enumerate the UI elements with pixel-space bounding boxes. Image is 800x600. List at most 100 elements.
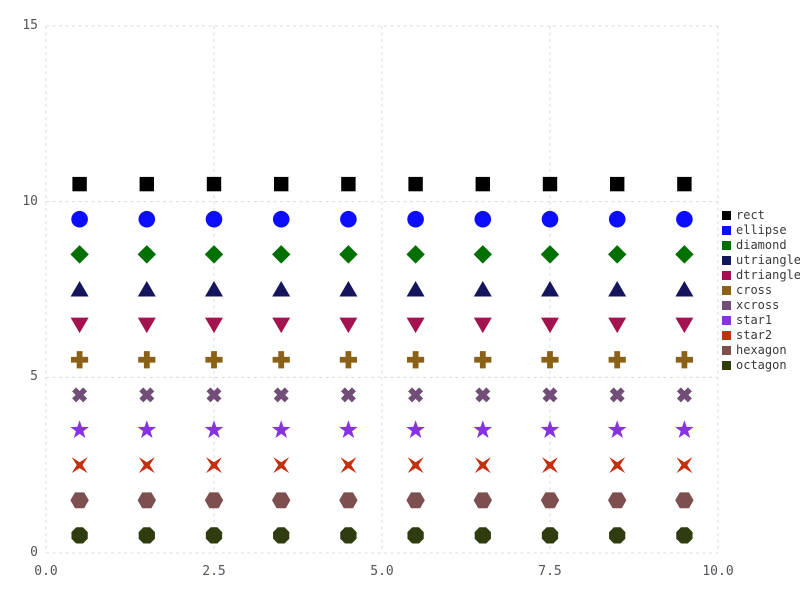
marker-cross	[339, 351, 357, 369]
marker-diamond	[406, 245, 425, 264]
marker-diamond	[608, 245, 627, 264]
legend-label: diamond	[736, 238, 787, 252]
marker-octagon	[205, 527, 223, 544]
marker-star1	[271, 420, 291, 438]
marker-dtriangle	[70, 317, 89, 334]
marker-ellipse	[138, 210, 156, 228]
marker-utriangle	[137, 281, 156, 297]
marker-star2	[474, 457, 491, 474]
marker-rect	[475, 176, 490, 192]
y-tick-label: 10	[22, 193, 38, 209]
legend-item-utriangle: utriangle	[722, 253, 800, 268]
y-tick-label: 0	[30, 545, 38, 560]
x-tick-label: 5.0	[370, 564, 394, 579]
legend-label: xcross	[736, 298, 780, 312]
legend-item-xcross: xcross	[722, 298, 800, 313]
marker-xcross	[542, 387, 558, 403]
marker-octagon	[273, 527, 290, 544]
marker-cross	[541, 351, 559, 369]
legend-label: octagon	[736, 358, 787, 372]
marker-diamond	[204, 245, 224, 264]
marker-rect	[610, 176, 625, 192]
marker-octagon	[676, 527, 693, 544]
marker-octagon	[340, 527, 357, 544]
marker-rect	[408, 176, 423, 192]
marker-cross	[71, 351, 89, 369]
marker-dtriangle	[339, 317, 358, 334]
marker-cross	[474, 351, 492, 369]
marker-octagon	[474, 527, 491, 544]
legend-label: utriangle	[736, 253, 800, 267]
legend-item-rect: rect	[722, 208, 800, 223]
legend-item-dtriangle: dtriangle	[722, 268, 800, 283]
marker-hexagon	[272, 492, 291, 509]
x-tick-label: 10.0	[702, 564, 734, 579]
marker-star1	[137, 420, 157, 438]
marker-ellipse	[205, 210, 223, 228]
marker-utriangle	[541, 281, 559, 297]
legend-swatch-icon	[722, 361, 731, 370]
marker-dtriangle	[205, 317, 223, 334]
legend-swatch-icon	[722, 346, 731, 355]
marker-xcross	[206, 387, 222, 403]
legend-swatch-icon	[722, 271, 731, 280]
marker-cross	[675, 351, 693, 369]
marker-star1	[540, 420, 560, 438]
marker-star1	[675, 420, 694, 438]
marker-xcross	[609, 387, 625, 403]
marker-ellipse	[272, 210, 290, 228]
legend-swatch-icon	[722, 301, 731, 310]
legend-swatch-icon	[722, 286, 731, 295]
marker-cross	[272, 351, 290, 369]
marker-star2	[676, 457, 693, 474]
marker-ellipse	[608, 210, 626, 228]
legend-label: star1	[736, 313, 773, 327]
marker-star1	[473, 420, 493, 438]
legend-swatch-icon	[722, 211, 731, 220]
marker-star1	[339, 420, 358, 438]
legend-item-ellipse: ellipse	[722, 223, 800, 238]
x-tick-label: 7.5	[538, 564, 562, 579]
marker-diamond	[70, 245, 89, 264]
marker-star2	[273, 457, 290, 474]
marker-star2	[71, 457, 88, 474]
marker-xcross	[340, 387, 356, 403]
marker-utriangle	[272, 281, 291, 297]
marker-rect	[274, 176, 289, 192]
marker-xcross	[273, 387, 289, 403]
marker-ellipse	[407, 210, 424, 228]
legend-swatch-icon	[722, 256, 731, 265]
marker-diamond	[339, 245, 358, 264]
legend: rect ellipse diamond utriangle dtriangle cros…	[722, 208, 800, 373]
legend-item-star1: star1	[722, 313, 800, 328]
marker-diamond	[137, 245, 156, 264]
marker-rect	[139, 176, 154, 192]
legend-swatch-icon	[722, 331, 731, 340]
marker-dtriangle	[541, 317, 559, 334]
marker-utriangle	[608, 281, 627, 297]
legend-item-diamond: diamond	[722, 238, 800, 253]
x-tick-label: 2.5	[202, 564, 226, 579]
marker-xcross	[475, 387, 491, 403]
marker-ellipse	[474, 210, 492, 228]
marker-ellipse	[541, 210, 559, 228]
marker-diamond	[540, 245, 560, 264]
marker-dtriangle	[675, 317, 694, 334]
marker-cross	[407, 351, 425, 369]
marker-dtriangle	[608, 317, 627, 334]
marker-octagon	[609, 527, 626, 544]
marker-rect	[677, 176, 692, 192]
marker-star1	[607, 420, 627, 438]
marker-hexagon	[675, 492, 694, 509]
marker-rect	[542, 176, 558, 192]
marker-star2	[206, 457, 222, 474]
legend-swatch-icon	[722, 316, 731, 325]
marker-ellipse	[676, 210, 693, 228]
marker-dtriangle	[137, 317, 156, 334]
x-tick-label: 0.0	[34, 564, 58, 579]
marker-hexagon	[137, 492, 156, 509]
marker-dtriangle	[473, 317, 492, 334]
marker-ellipse	[71, 210, 88, 228]
